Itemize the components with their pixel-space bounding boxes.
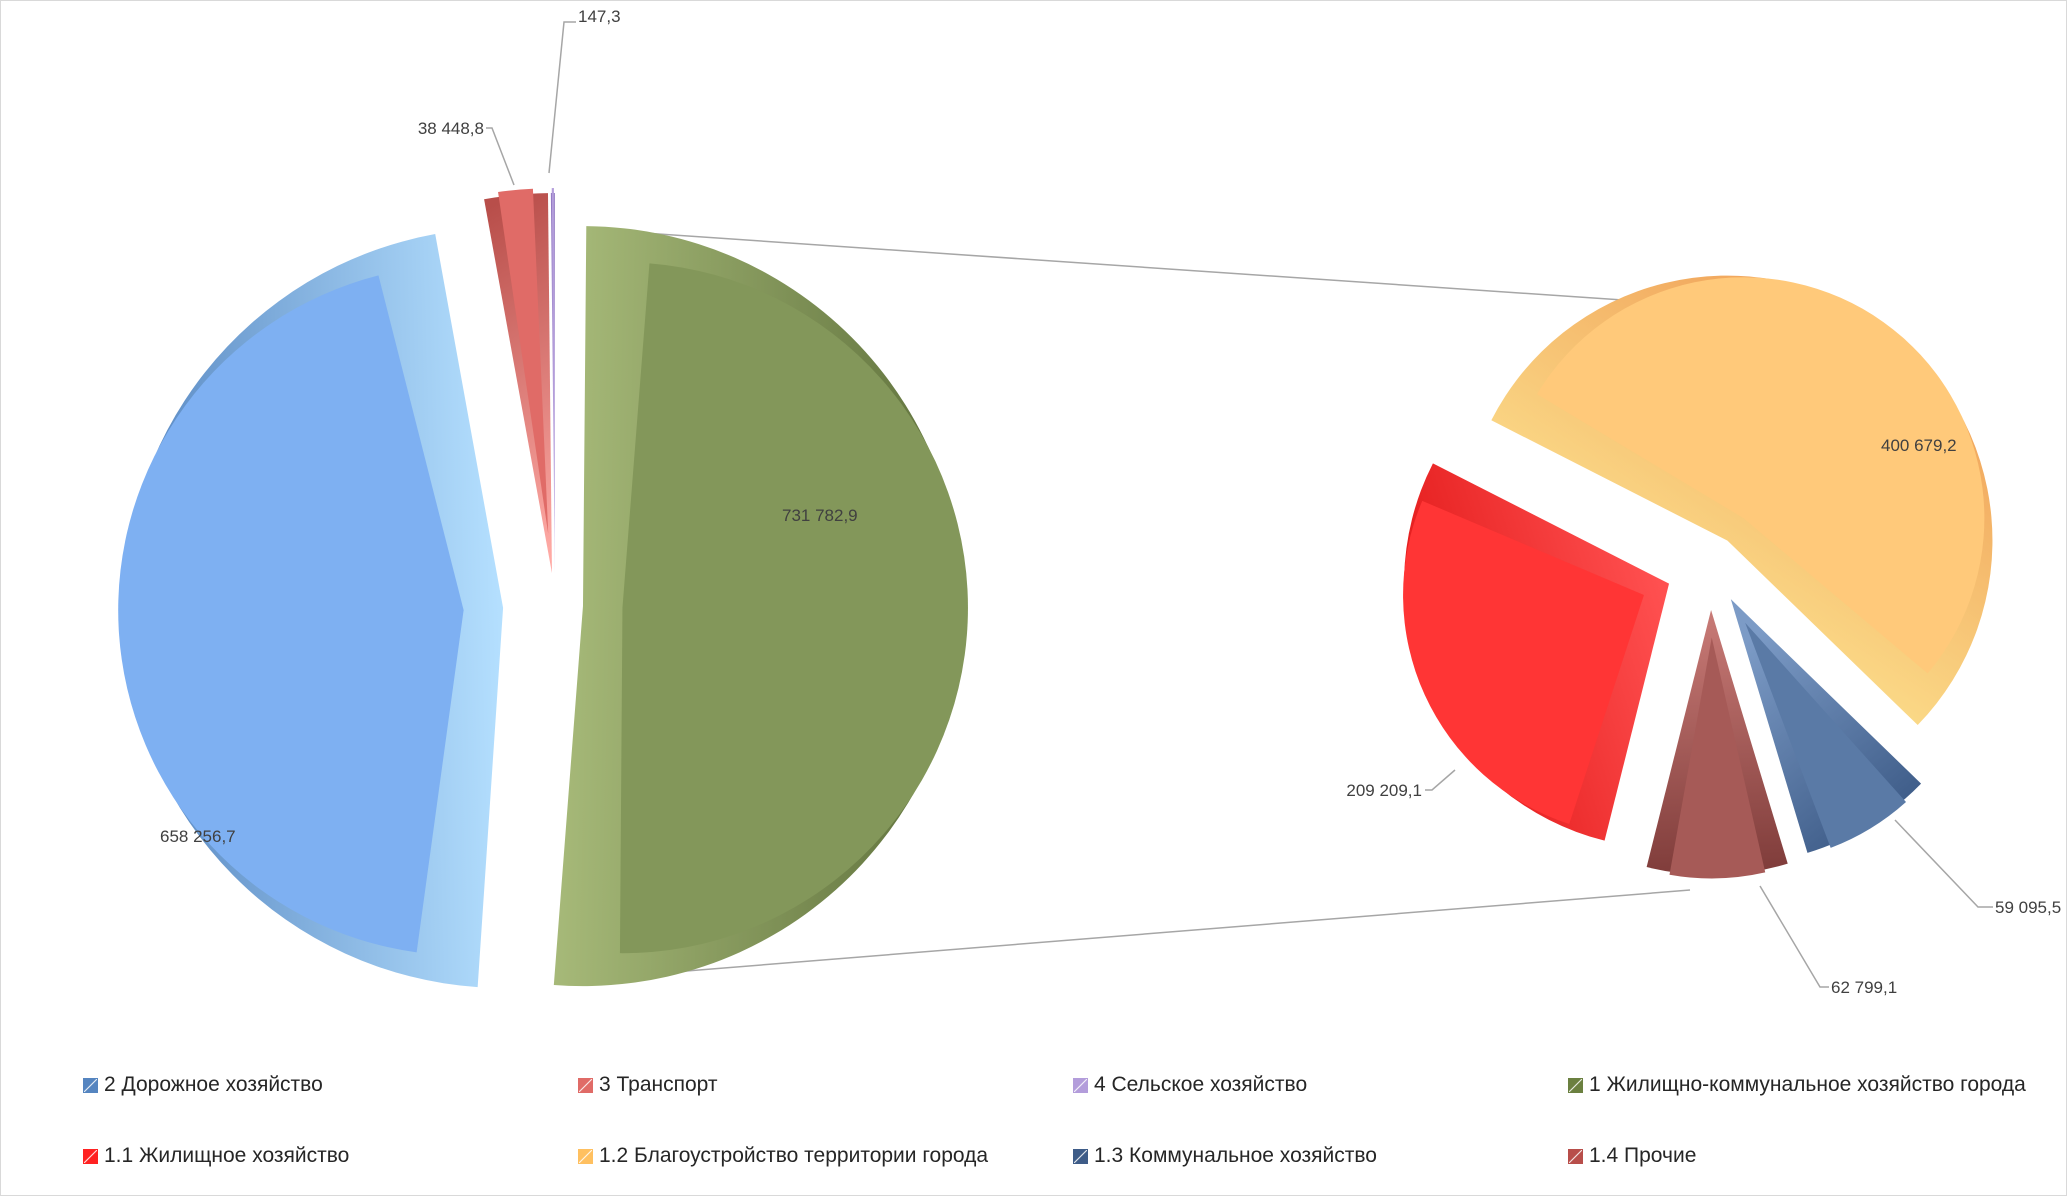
legend-label: 1.3 Коммунальное хозяйство [1094, 1144, 1377, 1167]
slice-1-3-коммунальное-хозяйство-face [1745, 622, 1907, 848]
slice-3-транспорт-face [498, 188, 549, 534]
connector-lines [599, 229, 1696, 979]
legend-item-agriculture: 4 Сельское хозяйство [1073, 1070, 1307, 1100]
main-pie [118, 188, 968, 988]
legend-label: 1.4 Прочие [1589, 1144, 1697, 1167]
leader-line [1894, 819, 1993, 908]
legend-label: 1 Жилищно-коммунальное хозяйство города [1589, 1073, 2026, 1096]
slice-1-2-благоустройство-территории-города-face [1536, 277, 1985, 674]
legend-swatch [578, 1148, 593, 1164]
data-label-4-сельское-хозяйство: 147,3 [578, 7, 621, 26]
connector-line-top [599, 229, 1696, 306]
slice-1-жилищно-коммунальное-хозяйство-города [553, 226, 968, 987]
slice-1-3-коммунальное-хозяйство [1730, 599, 1922, 853]
slice-4-сельское-хозяйство-face [551, 188, 555, 534]
leader-line [1425, 769, 1456, 791]
data-label-1-4-прочие: 62 799,1 [1831, 978, 1897, 997]
legend-swatch [83, 1148, 98, 1164]
slice-3-транспорт [484, 188, 552, 574]
slice-4-сельское-хозяйство [550, 188, 555, 574]
legend-swatch [1073, 1077, 1088, 1093]
leader-line [1759, 885, 1829, 988]
slice-1-1-жилищное-хозяйство-face [1403, 500, 1644, 825]
legend-swatch [578, 1077, 593, 1093]
slice-1-1-жилищное-хозяйство [1403, 463, 1670, 841]
slice-1-2-благоустройство-территории-города [1491, 275, 1993, 726]
legend-item-landscaping: 1.2 Благоустройство территории города [578, 1141, 988, 1171]
legend-row-2: 1.1 Жилищное хозяйство 1.2 Благоустройст… [0, 1141, 2069, 1171]
secondary-pie [1403, 275, 1993, 879]
data-label-2-дорожное-хозяйство: 658 256,7 [160, 827, 236, 846]
legend-swatch [1073, 1148, 1088, 1164]
connector-line-bottom [599, 889, 1691, 979]
legend-row-1: 2 Дорожное хозяйство 3 Транспорт 4 Сельс… [0, 1070, 2069, 1100]
leader-line [486, 127, 515, 186]
slice-1-жилищно-коммунальное-хозяйство-города-face [619, 263, 968, 954]
data-label-1-1-жилищное-хозяйство: 209 209,1 [1346, 781, 1422, 800]
legend-label: 1.2 Благоустройство территории города [599, 1144, 989, 1167]
legend-item-communal: 1.3 Коммунальное хозяйство [1073, 1141, 1377, 1171]
leader-line [548, 21, 576, 174]
data-label-3-транспорт: 38 448,8 [418, 119, 484, 138]
data-label-1-3-коммунальное-хозяйство: 59 095,5 [1995, 898, 2061, 917]
legend-swatch [1568, 1148, 1583, 1164]
slice-1-4-прочие [1646, 609, 1788, 879]
slice-1-4-прочие-face [1669, 637, 1766, 879]
data-labels: 658 256,7 38 448,8 147,3 731 782,9 400 679,2… [160, 7, 2061, 997]
legend-label: 1.1 Жилищное хозяйство [104, 1144, 350, 1167]
legend-item-transport: 3 Транспорт [578, 1070, 718, 1100]
legend-item-road: 2 Дорожное хозяйство [83, 1070, 323, 1100]
legend-label: 4 Сельское хозяйство [1094, 1073, 1308, 1096]
slice-2-дорожное-хозяйство-face [118, 275, 464, 953]
data-label-1-2-благоустройство-территории-города: 400 679,2 [1881, 436, 1957, 455]
legend-item-other: 1.4 Прочие [1568, 1141, 1696, 1171]
legend-swatch [83, 1077, 98, 1093]
legend-label: 3 Транспорт [599, 1073, 718, 1096]
data-label-1-жилищно-коммунальное-хозяйство-города: 731 782,9 [782, 506, 858, 525]
legend-item-housing: 1.1 Жилищное хозяйство [83, 1141, 349, 1171]
legend-swatch [1568, 1077, 1583, 1093]
legend-label: 2 Дорожное хозяйство [104, 1073, 323, 1096]
legend-item-housing-utilities: 1 Жилищно-коммунальное хозяйство города [1568, 1070, 2026, 1100]
slice-2-дорожное-хозяйство [118, 234, 504, 988]
